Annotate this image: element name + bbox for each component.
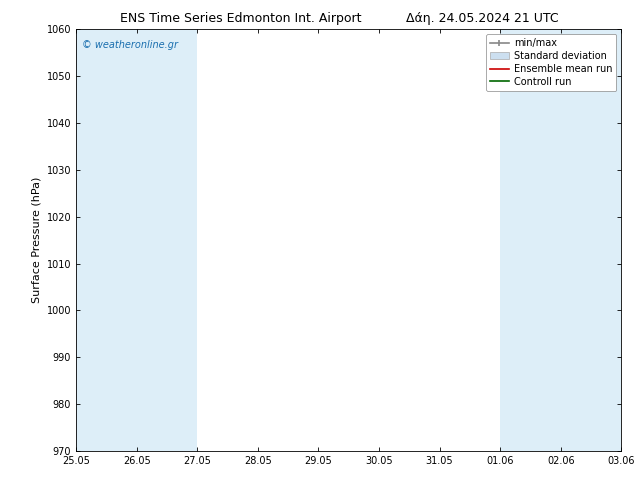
- Y-axis label: Surface Pressure (hPa): Surface Pressure (hPa): [31, 177, 41, 303]
- Legend: min/max, Standard deviation, Ensemble mean run, Controll run: min/max, Standard deviation, Ensemble me…: [486, 34, 616, 91]
- Text: © weatheronline.gr: © weatheronline.gr: [82, 40, 178, 50]
- Text: Δάη. 24.05.2024 21 UTC: Δάη. 24.05.2024 21 UTC: [406, 12, 558, 25]
- Text: ENS Time Series Edmonton Int. Airport: ENS Time Series Edmonton Int. Airport: [120, 12, 361, 25]
- Bar: [500, 29, 560, 451]
- Bar: [560, 29, 621, 451]
- Bar: [621, 29, 634, 451]
- Bar: [137, 29, 197, 451]
- Bar: [76, 29, 137, 451]
